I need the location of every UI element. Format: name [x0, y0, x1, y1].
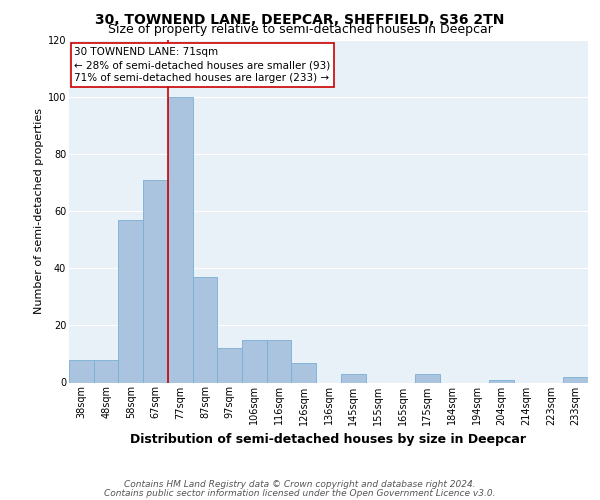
- Bar: [563, 377, 588, 382]
- Bar: [94, 360, 118, 382]
- Bar: [242, 340, 267, 382]
- Bar: [193, 277, 217, 382]
- Bar: [341, 374, 365, 382]
- Text: Contains public sector information licensed under the Open Government Licence v3: Contains public sector information licen…: [104, 488, 496, 498]
- Bar: [267, 340, 292, 382]
- Bar: [69, 360, 94, 382]
- Text: Size of property relative to semi-detached houses in Deepcar: Size of property relative to semi-detach…: [107, 24, 493, 36]
- Bar: [118, 220, 143, 382]
- Bar: [489, 380, 514, 382]
- Bar: [168, 97, 193, 382]
- Bar: [292, 362, 316, 382]
- Text: Contains HM Land Registry data © Crown copyright and database right 2024.: Contains HM Land Registry data © Crown c…: [124, 480, 476, 489]
- Y-axis label: Number of semi-detached properties: Number of semi-detached properties: [34, 108, 44, 314]
- X-axis label: Distribution of semi-detached houses by size in Deepcar: Distribution of semi-detached houses by …: [131, 433, 527, 446]
- Text: 30, TOWNEND LANE, DEEPCAR, SHEFFIELD, S36 2TN: 30, TOWNEND LANE, DEEPCAR, SHEFFIELD, S3…: [95, 12, 505, 26]
- Bar: [415, 374, 440, 382]
- Bar: [217, 348, 242, 382]
- Bar: [143, 180, 168, 382]
- Text: 30 TOWNEND LANE: 71sqm
← 28% of semi-detached houses are smaller (93)
71% of sem: 30 TOWNEND LANE: 71sqm ← 28% of semi-det…: [74, 47, 331, 83]
